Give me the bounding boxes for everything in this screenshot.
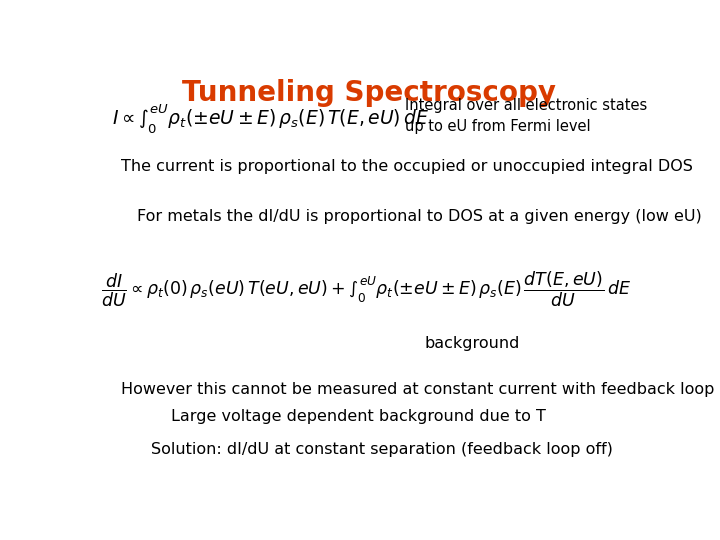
Text: Tunneling Spectroscopy: Tunneling Spectroscopy xyxy=(182,79,556,107)
Text: $I \propto \int_0^{eU} \rho_t(\pm eU \pm E)\,\rho_s(E)\,T(E,eU)\,dE$: $I \propto \int_0^{eU} \rho_t(\pm eU \pm… xyxy=(112,102,429,136)
Text: For metals the dI/dU is proportional to DOS at a given energy (low eU): For metals the dI/dU is proportional to … xyxy=(138,209,702,224)
Text: The current is proportional to the occupied or unoccupied integral DOS: The current is proportional to the occup… xyxy=(121,159,693,174)
Text: Integral over all electronic states
up to eU from Fermi level: Integral over all electronic states up t… xyxy=(405,98,647,133)
Text: However this cannot be measured at constant current with feedback loop on: However this cannot be measured at const… xyxy=(121,382,720,396)
Text: background: background xyxy=(425,336,520,351)
Text: Solution: dI/dU at constant separation (feedback loop off): Solution: dI/dU at constant separation (… xyxy=(151,442,613,457)
Text: Large voltage dependent background due to T: Large voltage dependent background due t… xyxy=(171,409,546,424)
Text: $\dfrac{dI}{dU} \propto \rho_t(0)\,\rho_s(eU)\,T(eU,eU) + \int_0^{eU}\rho_t(\pm : $\dfrac{dI}{dU} \propto \rho_t(0)\,\rho_… xyxy=(101,269,631,309)
